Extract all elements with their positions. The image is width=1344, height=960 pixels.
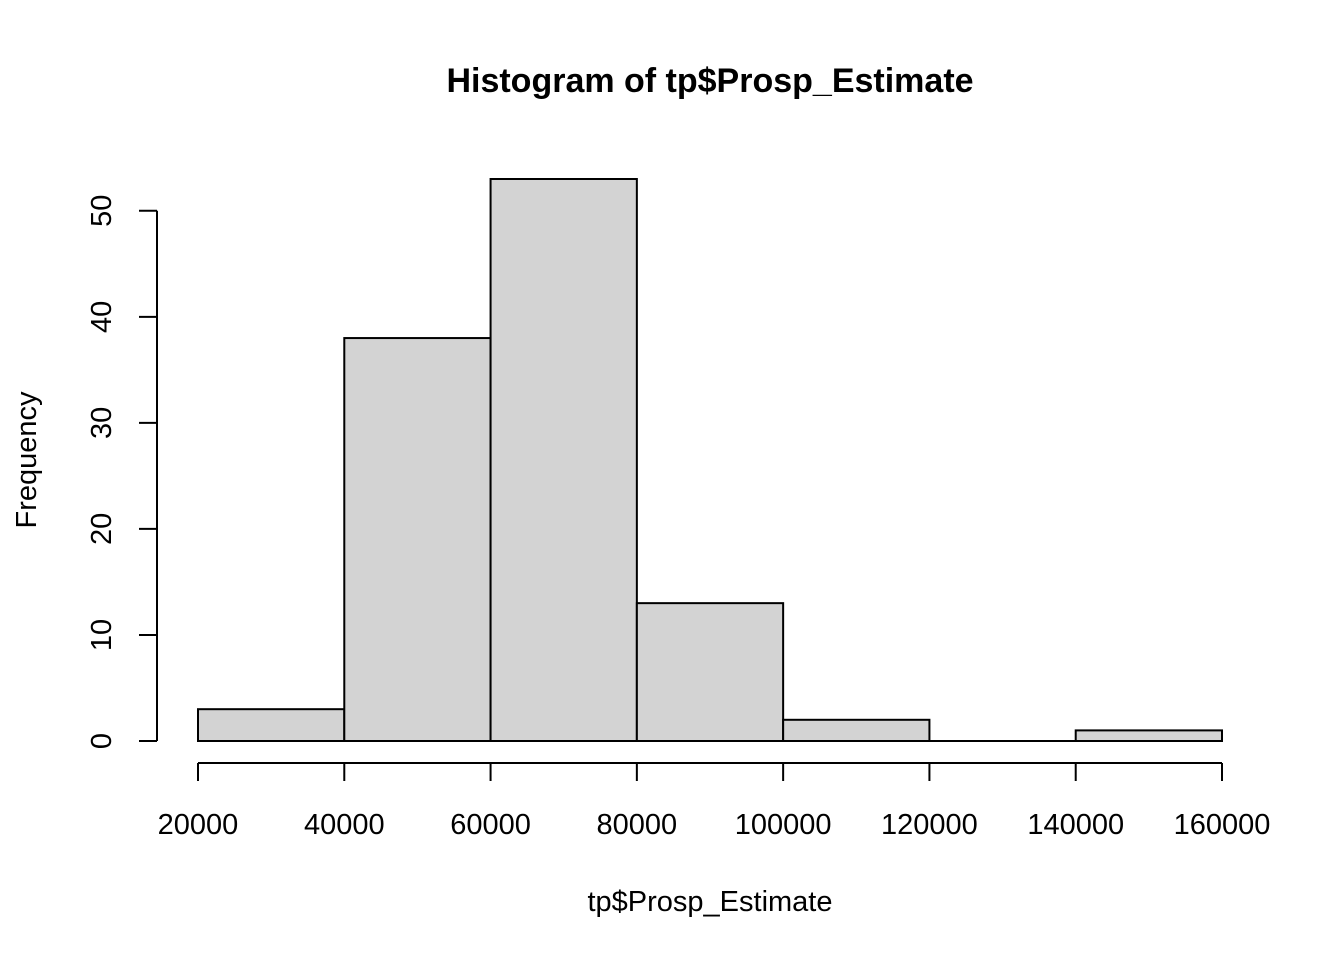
x-tick-label-7: 160000	[1174, 809, 1271, 841]
histogram-bar-0	[197, 708, 346, 742]
y-axis: 0 10 20 30 40 50	[86, 195, 158, 749]
y-tick-label-3: 30	[86, 407, 118, 439]
y-axis-label: Frequency	[11, 391, 43, 529]
histogram-bar-6	[1074, 729, 1223, 743]
y-tick-label-4: 40	[86, 301, 118, 333]
y-tick-label-1: 10	[86, 619, 118, 651]
x-tick-label-0: 20000	[158, 809, 239, 841]
histogram-bar-1	[343, 337, 492, 742]
x-axis-label: tp$Prosp_Estimate	[587, 886, 832, 918]
x-tick-label-5: 120000	[881, 809, 978, 841]
x-tick-label-6: 140000	[1027, 809, 1124, 841]
y-tick-label-0: 0	[86, 733, 118, 749]
histogram-bar-2	[489, 178, 638, 742]
bars	[197, 178, 1223, 743]
histogram-bar-4	[782, 718, 931, 743]
y-tick-label-2: 20	[86, 513, 118, 545]
y-tick-label-5: 50	[86, 195, 118, 227]
histogram-bar-3	[635, 602, 785, 742]
chart-title: Histogram of tp$Prosp_Estimate	[446, 62, 973, 100]
x-tick-label-4: 100000	[735, 809, 832, 841]
x-axis: 20000 40000 60000 80000 100000 120000 140000 16…	[158, 762, 1271, 841]
x-tick-label-2: 60000	[450, 809, 531, 841]
x-tick-label-1: 40000	[304, 809, 385, 841]
x-tick-label-3: 80000	[597, 809, 678, 841]
